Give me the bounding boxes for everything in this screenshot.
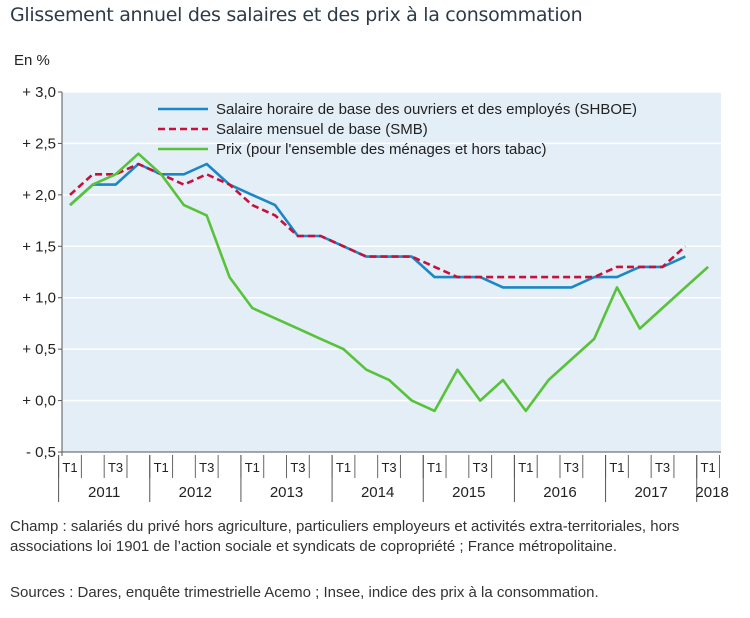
quarter-label: T1: [62, 460, 77, 475]
line-chart: + 3,0 + 2,5 + 2,0 + 1,5 + 1,0 + 0,5 + 0,0 - 0,5…: [22, 84, 729, 502]
y-axis-unit-label: En %: [14, 52, 50, 69]
quarter-label: T3: [381, 460, 396, 475]
quarter-label: T1: [336, 460, 351, 475]
footnote-sources: Sources : Dares, enquête trimestrielle A…: [10, 584, 599, 601]
legend-label-2: Salaire mensuel de base (SMB): [216, 121, 428, 138]
quarter-label: T1: [427, 460, 442, 475]
legend-label-3: Prix (pour l'ensemble des ménages et hor…: [216, 141, 547, 158]
quarter-label: T1: [701, 460, 716, 475]
y-tick-label: + 3,0: [22, 84, 56, 101]
y-tick-label: - 0,5: [26, 444, 56, 461]
quarter-label: T3: [290, 460, 305, 475]
quarter-label: T1: [245, 460, 260, 475]
quarter-label: T1: [609, 460, 624, 475]
chart-title: Glissement annuel des salaires et des pr…: [10, 4, 583, 26]
series-lines: [69, 152, 709, 413]
x-axis: T1 T3 T1 T3 T1 T3 T1 T3 T1 T3 T1 T3 T1 T3 T1 2011 2012 20…: [58, 451, 729, 502]
year-label: 2014: [361, 484, 394, 501]
quarter-label: T1: [154, 460, 169, 475]
year-label: 2015: [452, 484, 485, 501]
y-tick-label: + 2,0: [22, 187, 56, 204]
y-tick-label: + 0,0: [22, 393, 56, 410]
legend-label-1: Salaire horaire de base des ouvriers et …: [216, 101, 637, 118]
y-tick-label: + 2,5: [22, 135, 56, 152]
year-label: 2011: [88, 484, 120, 501]
series-line-1: [69, 162, 686, 289]
year-label: 2017: [634, 484, 667, 501]
y-tick-label: + 0,5: [22, 341, 56, 358]
year-label: 2013: [270, 484, 303, 501]
year-label: 2016: [543, 484, 576, 501]
y-axis-ticks: + 3,0 + 2,5 + 2,0 + 1,5 + 1,0 + 0,5 + 0,0 - 0,5: [22, 84, 63, 461]
legend: Salaire horaire de base des ouvriers et …: [158, 101, 637, 158]
year-label: 2012: [179, 484, 212, 501]
quarter-label: T3: [199, 460, 214, 475]
quarter-label: T3: [473, 460, 488, 475]
footnote-champ: Champ : salariés du privé hors agricultu…: [10, 518, 680, 555]
quarter-label: T3: [655, 460, 670, 475]
year-label: 2018: [695, 484, 728, 501]
quarter-label: T3: [564, 460, 579, 475]
series-line-3: [69, 152, 709, 413]
plot-background: [62, 92, 721, 452]
y-tick-label: + 1,0: [22, 290, 56, 307]
series-line-2: [69, 162, 687, 279]
y-tick-label: + 1,5: [22, 238, 56, 255]
quarter-label: T3: [108, 460, 123, 475]
quarter-label: T1: [518, 460, 533, 475]
